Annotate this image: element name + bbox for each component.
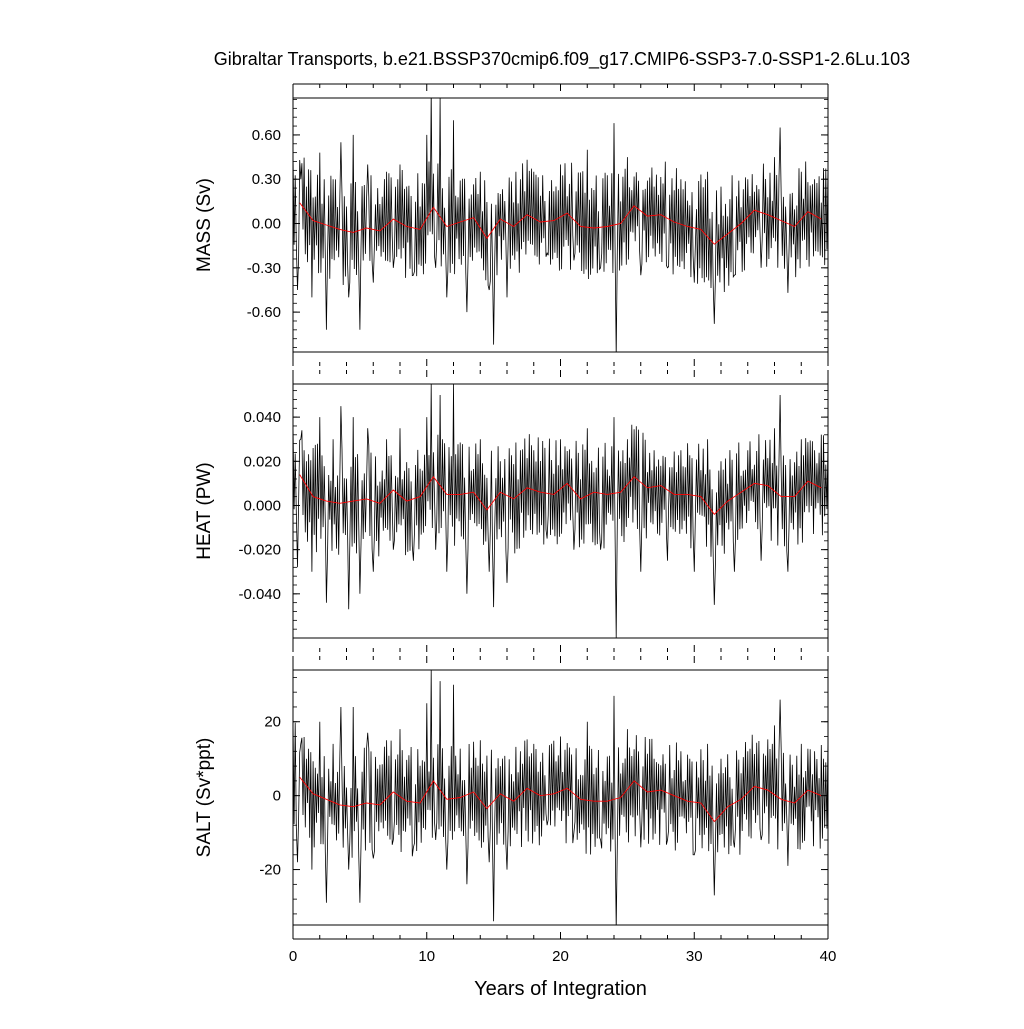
y-tick-label: 20	[264, 714, 281, 731]
y-axis-label: SALT (Sv*ppt)	[194, 738, 215, 858]
panel-2: -0.040 -0.020 0.000 0.020 0.040 HEAT (PW)	[194, 370, 829, 652]
x-tick-label: 10	[418, 948, 435, 965]
annual-mean-line	[299, 202, 822, 245]
x-tick-label: 30	[686, 948, 703, 965]
y-tick-label: 0.040	[243, 409, 281, 426]
y-tick-label: 0.00	[252, 216, 281, 233]
monthly-series-line	[293, 670, 828, 925]
annual-mean-line	[299, 474, 822, 515]
y-axis-label: MASS (Sv)	[194, 178, 215, 272]
x-tick-label: 20	[552, 948, 569, 965]
annual-mean-line	[299, 776, 822, 823]
figure-title: Gibraltar Transports, b.e21.BSSP370cmip6…	[214, 49, 910, 70]
y-tick-label: 0.30	[252, 171, 281, 188]
panel-3: -20 0 20 SALT (Sv*ppt) 0 10 20 30 40 Years of Int…	[194, 656, 836, 1000]
y-tick-label: -0.60	[247, 304, 281, 321]
y-tick-label: 0	[273, 788, 281, 805]
panel-1: -0.60 -0.30 0.00 0.30 0.60 MASS (Sv)	[194, 83, 829, 366]
y-tick-label: 0.000	[243, 497, 281, 514]
y-tick-label: 0.020	[243, 453, 281, 470]
x-tick-label: 40	[820, 948, 837, 965]
x-tick-label: 0	[289, 948, 297, 965]
x-axis-label: Years of Integration	[474, 978, 647, 1000]
y-tick-label: -0.020	[238, 542, 281, 559]
monthly-series-line	[293, 98, 828, 352]
y-tick-label: -0.30	[247, 260, 281, 277]
y-axis-label: HEAT (PW)	[194, 462, 215, 559]
monthly-series-line	[293, 384, 828, 638]
y-tick-label: 0.60	[252, 127, 281, 144]
y-tick-label: -0.040	[238, 586, 281, 603]
y-tick-label: -20	[259, 862, 281, 879]
